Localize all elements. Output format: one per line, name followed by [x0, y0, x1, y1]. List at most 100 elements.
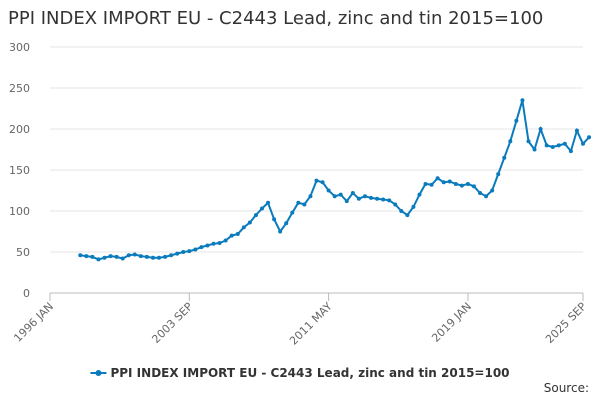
data-point: [453, 181, 458, 186]
data-point: [84, 254, 89, 259]
data-point: [229, 233, 234, 238]
source: Source:: [544, 381, 589, 395]
legend-label: PPI INDEX IMPORT EU - C2443 Lead, zinc a…: [110, 366, 509, 380]
data-point: [266, 200, 271, 205]
data-point: [490, 188, 495, 193]
data-point: [163, 254, 168, 259]
data-point: [235, 231, 240, 236]
y-tick-label: 0: [23, 287, 30, 300]
data-point: [471, 184, 476, 189]
data-point: [496, 172, 501, 177]
data-point: [144, 254, 149, 259]
data-point: [120, 256, 125, 261]
data-point: [114, 254, 119, 259]
x-tick-label: 2019 JAN: [429, 300, 474, 345]
data-point: [259, 206, 264, 211]
y-tick-label: 300: [9, 41, 30, 54]
data-point: [284, 221, 289, 226]
data-point: [338, 192, 343, 197]
data-point: [199, 245, 204, 250]
x-tick-label: 2025 SEP: [543, 300, 589, 346]
data-point: [369, 195, 374, 200]
y-tick-label: 200: [9, 123, 30, 136]
data-point: [441, 180, 446, 185]
data-point: [217, 240, 222, 245]
data-point: [556, 143, 561, 148]
data-point: [447, 179, 452, 184]
data-point: [526, 139, 531, 144]
data-point: [411, 204, 416, 209]
data-point: [302, 202, 307, 207]
data-point: [296, 200, 301, 205]
data-point: [538, 127, 543, 131]
data-point: [253, 213, 258, 218]
data-point: [272, 217, 277, 222]
data-point: [532, 147, 537, 152]
data-point: [308, 194, 313, 199]
data-point: [320, 180, 325, 185]
data-point: [544, 143, 549, 148]
data-point: [187, 249, 192, 254]
data-point: [574, 128, 579, 133]
data-point: [393, 202, 398, 207]
y-tick-label: 100: [9, 205, 30, 218]
data-point: [350, 190, 355, 195]
data-point: [326, 188, 331, 193]
data-point: [459, 183, 464, 188]
data-point: [375, 196, 380, 201]
data-point: [568, 149, 573, 154]
data-point: [290, 210, 295, 215]
data-point: [387, 198, 392, 203]
data-point: [429, 182, 434, 187]
y-tick-label: 250: [9, 82, 30, 95]
legend: PPI INDEX IMPORT EU - C2443 Lead, zinc a…: [90, 366, 510, 380]
data-point: [362, 194, 367, 199]
data-point: [193, 247, 198, 252]
data-point: [381, 197, 386, 202]
data-point: [181, 250, 186, 254]
y-tick-label: 50: [16, 246, 30, 259]
data-point: [514, 118, 519, 123]
data-point: [356, 196, 361, 201]
data-point: [478, 190, 483, 195]
data-point: [211, 241, 216, 246]
x-tick-label: 2011 MAY: [287, 300, 335, 348]
data-point: [150, 255, 155, 260]
data-point: [205, 243, 210, 248]
data-point: [157, 255, 162, 260]
data-point: [502, 155, 507, 160]
data-point: [138, 254, 143, 259]
chart-title: PPI INDEX IMPORT EU - C2443 Lead, zinc a…: [8, 8, 543, 29]
data-point: [520, 98, 525, 103]
data-point: [332, 194, 337, 199]
data-point: [108, 254, 113, 259]
x-tick-label: 2003 SEP: [149, 300, 195, 346]
legend-marker: [95, 370, 102, 376]
data-point: [423, 181, 428, 186]
data-point: [405, 213, 410, 218]
data-point: [587, 135, 592, 140]
data-point: [247, 220, 252, 225]
data-point: [314, 178, 319, 183]
data-point: [278, 229, 283, 234]
data-point: [96, 257, 101, 262]
series-line: [80, 100, 590, 261]
data-point: [169, 253, 174, 258]
data-point: [399, 209, 404, 213]
data-point: [417, 192, 422, 197]
data-point: [550, 145, 555, 150]
data-point: [132, 252, 137, 257]
data-point: [102, 255, 107, 260]
data-point: [344, 199, 349, 204]
data-point: [175, 251, 180, 256]
data-point: [435, 176, 440, 181]
data-point: [78, 253, 83, 258]
x-tick-label: 1996 JAN: [11, 300, 56, 345]
data-point: [90, 254, 95, 259]
y-tick-label: 150: [9, 164, 30, 177]
data-point: [562, 141, 567, 146]
data-point: [581, 141, 585, 146]
data-point: [241, 225, 246, 230]
